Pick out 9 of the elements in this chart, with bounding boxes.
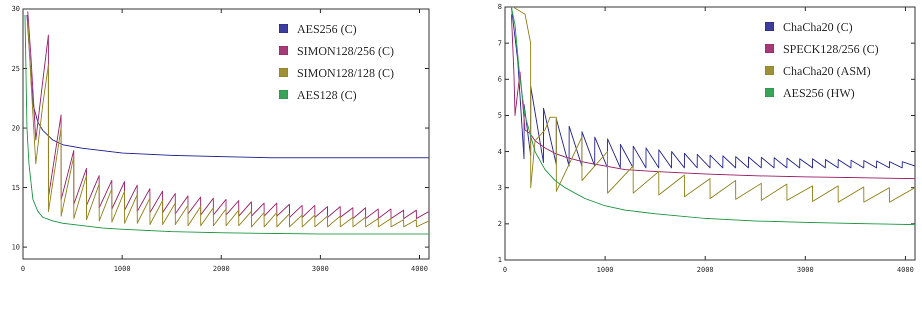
legend-label: SIMON128/128 (C) (297, 66, 394, 80)
legend-label: SPECK128/256 (C) (783, 42, 879, 56)
legend-label: AES256 (HW) (783, 86, 855, 100)
line-series (26, 14, 430, 158)
legend-label: ChaCha20 (ASM) (783, 64, 871, 78)
legend-label: ChaCha20 (C) (783, 20, 853, 34)
legend-label: SIMON128/256 (C) (297, 44, 394, 58)
legend-label: AES128 (C) (297, 88, 357, 102)
legend-label: AES256 (C) (297, 22, 357, 36)
